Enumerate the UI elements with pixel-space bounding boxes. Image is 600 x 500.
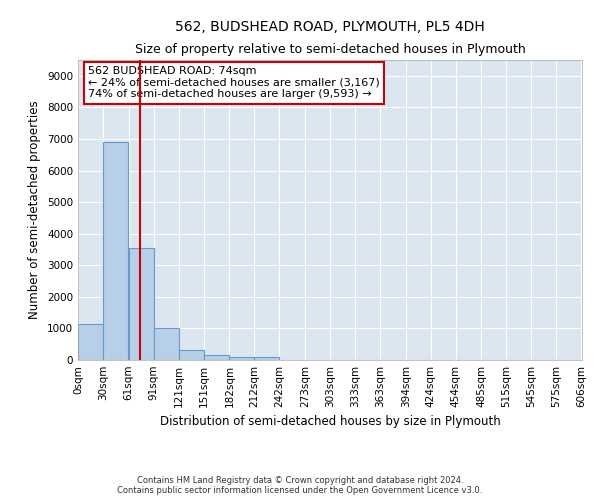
Bar: [129, 248, 154, 360]
Bar: [154, 328, 179, 360]
Text: 562, BUDSHEAD ROAD, PLYMOUTH, PL5 4DH: 562, BUDSHEAD ROAD, PLYMOUTH, PL5 4DH: [175, 20, 485, 34]
Bar: [254, 358, 279, 360]
Bar: [78, 324, 103, 360]
Bar: [179, 350, 203, 360]
Bar: [103, 142, 128, 360]
Y-axis label: Number of semi-detached properties: Number of semi-detached properties: [28, 100, 41, 320]
Text: Size of property relative to semi-detached houses in Plymouth: Size of property relative to semi-detach…: [134, 42, 526, 56]
X-axis label: Distribution of semi-detached houses by size in Plymouth: Distribution of semi-detached houses by …: [160, 416, 500, 428]
Bar: [229, 356, 254, 360]
Text: Contains HM Land Registry data © Crown copyright and database right 2024.
Contai: Contains HM Land Registry data © Crown c…: [118, 476, 482, 495]
Bar: [203, 356, 229, 360]
Text: 562 BUDSHEAD ROAD: 74sqm
← 24% of semi-detached houses are smaller (3,167)
74% o: 562 BUDSHEAD ROAD: 74sqm ← 24% of semi-d…: [88, 66, 380, 99]
